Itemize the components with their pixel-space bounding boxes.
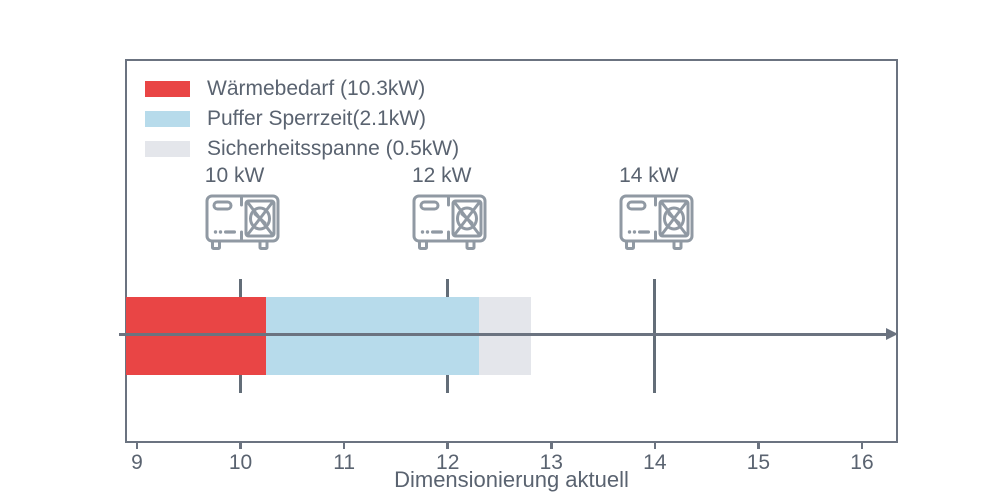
tick-label: 11 [333,451,356,474]
tick-mark [757,443,760,449]
heat-pump-power-label: 14 kW [619,164,679,187]
tick-label: 15 [746,451,771,474]
plot-frame [125,59,898,443]
legend-label: Puffer Sperrzeit(2.1kW) [207,107,427,130]
legend-swatch [145,111,190,127]
tick-mark [135,443,139,449]
bar-segment [125,297,267,375]
axis-arrow-head-icon [886,328,899,340]
x-axis-tick: 10 [211,443,271,483]
heat-pump-icon [412,194,487,250]
tick-label: 16 [850,451,874,474]
legend-label: Wärmebedarf (10.3kW) [207,77,426,100]
x-axis-tick: 12 [418,443,478,483]
tick-label: 10 [228,451,253,474]
tick-label: 13 [539,451,563,474]
tick-mark [860,443,864,449]
tick-label: 12 [436,451,460,474]
tick-label: 9 [131,451,143,474]
legend-item: Wärmebedarf (10.3kW) [145,74,459,104]
heat-pump-icon [205,194,280,250]
legend-item: Puffer Sperrzeit(2.1kW) [145,104,459,134]
x-axis-tick: 13 [521,443,581,483]
heat-pump-marker: 14 kW [585,164,725,394]
heat-pump-power-label: 12 kW [411,164,472,187]
legend-swatch [145,141,190,157]
legend-swatch [145,81,190,97]
x-axis-tick: 14 [625,443,685,483]
bar-segment [266,297,479,375]
tick-mark [550,443,553,449]
legend-item: Sicherheitsspanne (0.5kW) [145,134,459,164]
heat-pump-position-line [653,279,657,393]
tick-mark [446,443,449,449]
x-axis-tick: 16 [832,443,892,483]
bar-segment [478,297,531,375]
x-axis-label: Dimensionierung aktuell [394,467,629,492]
tick-mark [653,443,657,449]
legend-label: Sicherheitsspanne (0.5kW) [207,137,460,160]
legend: Wärmebedarf (10.3kW) Puffer Sperrzeit(2.… [145,74,459,164]
x-axis-tick: 15 [728,443,788,483]
tick-mark [239,443,242,449]
tick-mark [342,443,346,449]
axis-arrow-line [119,333,888,336]
heat-pump-icon [619,194,694,250]
heat-pump-power-label: 10 kW [204,164,265,187]
tick-label: 14 [643,451,667,474]
x-axis-tick: 9 [107,443,167,483]
x-axis-tick: 11 [314,443,374,483]
